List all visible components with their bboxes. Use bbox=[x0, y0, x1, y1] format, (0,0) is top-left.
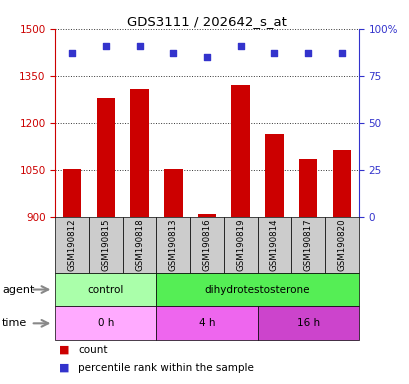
Text: dihydrotestosterone: dihydrotestosterone bbox=[204, 285, 310, 295]
Bar bbox=[63, 169, 81, 217]
Point bbox=[338, 50, 344, 56]
Text: 0 h: 0 h bbox=[97, 318, 114, 328]
Text: ■: ■ bbox=[59, 345, 70, 355]
Point bbox=[69, 50, 75, 56]
Text: GSM190815: GSM190815 bbox=[101, 218, 110, 271]
Point bbox=[304, 50, 311, 56]
Bar bbox=[156, 273, 358, 306]
Text: GSM190818: GSM190818 bbox=[135, 218, 144, 271]
Text: GSM190812: GSM190812 bbox=[67, 218, 76, 271]
Point bbox=[270, 50, 277, 56]
Bar bbox=[257, 217, 291, 273]
Bar bbox=[231, 85, 249, 217]
Text: 16 h: 16 h bbox=[296, 318, 319, 328]
Bar bbox=[55, 273, 156, 306]
Bar bbox=[257, 306, 358, 340]
Bar bbox=[265, 134, 283, 217]
Bar bbox=[55, 306, 156, 340]
Bar bbox=[324, 217, 358, 273]
Text: GSM190813: GSM190813 bbox=[169, 218, 178, 271]
Point bbox=[102, 43, 109, 49]
Bar bbox=[223, 217, 257, 273]
Point bbox=[136, 43, 143, 49]
Bar bbox=[156, 217, 190, 273]
Text: GSM190814: GSM190814 bbox=[269, 218, 278, 271]
Text: agent: agent bbox=[2, 285, 34, 295]
Text: ■: ■ bbox=[59, 363, 70, 373]
Text: GSM190820: GSM190820 bbox=[337, 218, 346, 271]
Bar bbox=[122, 217, 156, 273]
Text: time: time bbox=[2, 318, 27, 328]
Bar bbox=[332, 151, 350, 217]
Point bbox=[170, 50, 176, 56]
Bar bbox=[197, 214, 216, 217]
Bar bbox=[298, 159, 317, 217]
Point bbox=[203, 54, 210, 60]
Point bbox=[237, 43, 243, 49]
Text: GSM190816: GSM190816 bbox=[202, 218, 211, 271]
Text: GSM190817: GSM190817 bbox=[303, 218, 312, 271]
Title: GDS3111 / 202642_s_at: GDS3111 / 202642_s_at bbox=[127, 15, 286, 28]
Text: percentile rank within the sample: percentile rank within the sample bbox=[78, 363, 253, 373]
Bar bbox=[164, 169, 182, 217]
Bar bbox=[55, 217, 89, 273]
Text: GSM190819: GSM190819 bbox=[236, 218, 245, 271]
Bar bbox=[97, 98, 115, 217]
Bar bbox=[291, 217, 324, 273]
Bar bbox=[89, 217, 122, 273]
Bar bbox=[190, 217, 223, 273]
Text: control: control bbox=[88, 285, 124, 295]
Bar bbox=[156, 306, 257, 340]
Text: 4 h: 4 h bbox=[198, 318, 215, 328]
Text: count: count bbox=[78, 345, 107, 355]
Bar bbox=[130, 89, 148, 217]
